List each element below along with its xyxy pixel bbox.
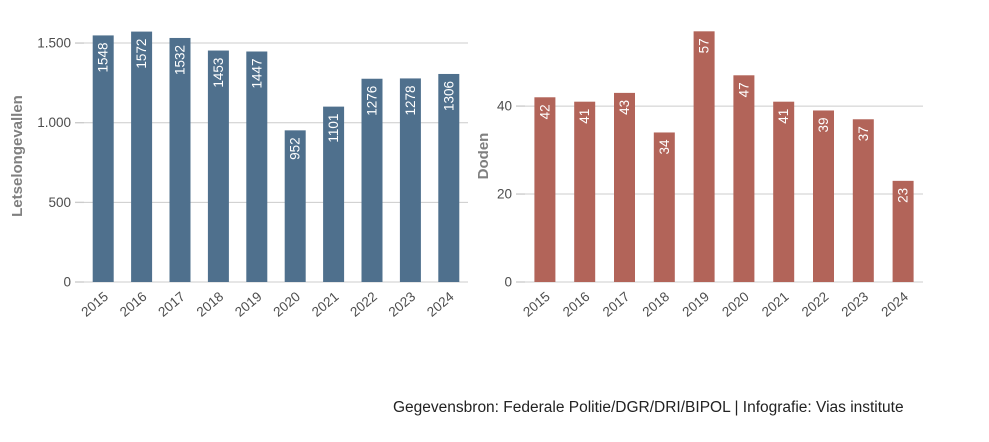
x-tick-label: 2015 <box>520 289 553 320</box>
bar-value-label: 42 <box>537 104 552 119</box>
bar <box>246 51 268 282</box>
bar-value-label: 47 <box>736 82 751 97</box>
bar <box>207 50 229 282</box>
bar <box>361 78 383 282</box>
y-tick-label: 1.000 <box>37 115 71 130</box>
x-tick-label: 2015 <box>78 289 111 320</box>
y-tick-label: 20 <box>497 187 512 202</box>
x-tick-label: 2019 <box>679 289 712 320</box>
x-tick-label: 2024 <box>424 289 457 320</box>
y-tick-label: 0 <box>504 275 512 290</box>
bar-value-label: 1572 <box>134 39 149 69</box>
bar-value-label: 39 <box>816 117 831 132</box>
bar-value-label: 41 <box>577 109 592 124</box>
bar <box>169 37 191 283</box>
bar-value-label: 37 <box>856 126 871 141</box>
x-tick-label: 2020 <box>719 289 752 320</box>
bar-value-label: 43 <box>617 100 632 115</box>
bar-value-label: 1532 <box>173 45 188 75</box>
source-caption: Gegevensbron: Federale Politie/DGR/DRI/B… <box>393 399 904 416</box>
bar-value-label: 1306 <box>441 81 456 111</box>
x-tick-label: 2016 <box>117 289 150 320</box>
x-tick-label: 2024 <box>878 289 911 320</box>
chart-doden: 0 20 40 Doden 42 2015 41 2016 43 2017 34 2018 57 2019… <box>478 0 989 360</box>
bar-value-label: 1447 <box>249 59 264 89</box>
bar-value-label: 1453 <box>211 58 226 88</box>
bar <box>438 73 460 282</box>
bar-value-label: 34 <box>657 139 672 155</box>
x-tick-label: 2019 <box>232 289 265 320</box>
bar <box>574 101 596 282</box>
x-tick-label: 2022 <box>799 289 832 320</box>
y-axis-title: Doden <box>478 133 492 180</box>
bar-value-label: 57 <box>697 38 712 53</box>
x-tick-label: 2021 <box>309 289 342 320</box>
bar <box>733 75 755 282</box>
x-tick-label: 2018 <box>194 289 227 320</box>
bar-value-label: 23 <box>896 188 911 203</box>
bar-value-label: 1278 <box>403 85 418 115</box>
bar <box>813 110 834 282</box>
x-tick-label: 2020 <box>270 289 303 320</box>
bar <box>399 78 421 283</box>
y-tick-label: 1.500 <box>37 36 71 51</box>
bar-value-label: 952 <box>288 137 303 160</box>
x-tick-label: 2016 <box>560 289 593 320</box>
bar <box>284 130 306 282</box>
bar <box>131 31 153 282</box>
chart-letselongevallen: 0 500 1.000 1.500 Letselongevallen 1548 2015 15… <box>0 0 478 360</box>
x-tick-label: 2017 <box>155 289 188 320</box>
bar <box>852 119 874 282</box>
y-tick-label: 500 <box>48 195 71 210</box>
x-tick-label: 2018 <box>640 289 673 320</box>
bar <box>92 35 114 283</box>
bar-value-label: 1548 <box>96 42 111 72</box>
bar-value-label: 41 <box>776 109 791 124</box>
y-axis-title: Letselongevallen <box>9 95 26 217</box>
bar <box>534 97 556 282</box>
bar <box>614 92 635 283</box>
y-tick-label: 40 <box>497 99 512 114</box>
bar <box>892 180 914 282</box>
y-tick-label: 0 <box>63 275 71 290</box>
x-tick-label: 2021 <box>759 289 792 320</box>
x-tick-label: 2022 <box>347 289 380 320</box>
bar <box>693 31 715 283</box>
bar <box>323 106 345 282</box>
bar-value-label: 1101 <box>326 114 341 143</box>
x-tick-label: 2023 <box>386 289 419 320</box>
x-tick-label: 2017 <box>600 289 633 320</box>
x-tick-label: 2023 <box>839 289 872 320</box>
bar <box>773 101 795 282</box>
bar-value-label: 1276 <box>365 86 380 116</box>
bar <box>653 132 675 282</box>
